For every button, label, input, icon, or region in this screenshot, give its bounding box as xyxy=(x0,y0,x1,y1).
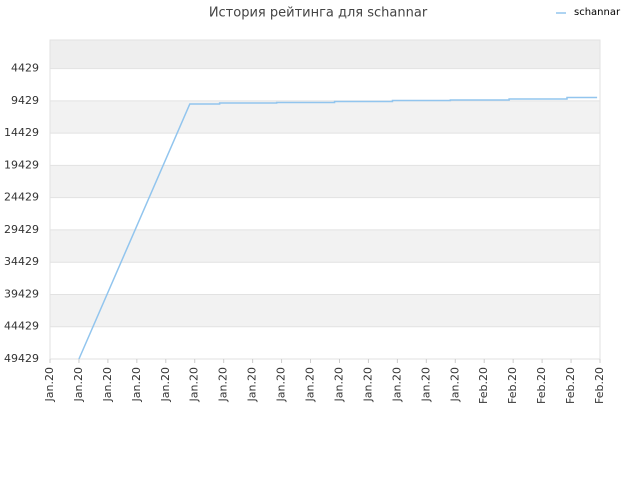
grid-band xyxy=(50,165,600,198)
y-tick-label: 29429 xyxy=(4,223,39,236)
y-tick-label: 34429 xyxy=(4,255,39,268)
x-tick-label: Jan.20 xyxy=(159,367,172,402)
x-tick-label: Jan.20 xyxy=(332,367,345,402)
x-tick-label: Jan.20 xyxy=(101,367,114,402)
series-line xyxy=(78,96,598,360)
grid-band xyxy=(50,326,600,359)
grid-band xyxy=(50,133,600,166)
grid-band xyxy=(50,197,600,230)
x-tick-label: Feb.20 xyxy=(593,367,606,404)
y-tick-label: 44429 xyxy=(4,320,39,333)
y-tick-label: 49429 xyxy=(4,352,39,365)
grid-band xyxy=(50,294,600,327)
y-tick-label: 4429 xyxy=(11,62,39,75)
grid-band xyxy=(50,68,600,101)
x-tick-label: Jan.20 xyxy=(275,367,288,402)
grid-band xyxy=(50,100,600,134)
x-tick-label: Jan.20 xyxy=(246,367,259,402)
y-tick-label: 39429 xyxy=(4,287,39,300)
x-tick-label: Feb.20 xyxy=(564,367,577,404)
x-tick-label: Jan.20 xyxy=(217,367,230,402)
x-tick-label: Jan.20 xyxy=(419,367,432,402)
grid-band xyxy=(50,40,600,69)
x-tick-label: Feb.20 xyxy=(477,367,490,404)
legend-label: schannar xyxy=(574,7,621,18)
x-tick-label: Jan.20 xyxy=(72,367,85,402)
grid-band xyxy=(50,229,600,263)
y-tick-label: 24429 xyxy=(4,191,39,204)
x-tick-label: Jan.20 xyxy=(130,367,143,402)
x-tick-label: Jan.20 xyxy=(43,367,56,402)
x-tick-label: Jan.20 xyxy=(361,367,374,402)
y-tick-label: 9429 xyxy=(11,94,39,107)
chart-title: История рейтинга для schannar xyxy=(209,6,428,21)
x-tick-label: Jan.20 xyxy=(304,367,317,402)
x-tick-label: Feb.20 xyxy=(535,367,548,404)
y-tick-label: 14429 xyxy=(4,126,39,139)
x-tick-label: Feb.20 xyxy=(506,367,519,404)
y-tick-label: 19429 xyxy=(4,158,39,171)
x-tick-label: Jan.20 xyxy=(390,367,403,402)
grid-band xyxy=(50,262,600,295)
x-tick-label: Jan.20 xyxy=(448,367,461,402)
x-tick-label: Jan.20 xyxy=(188,367,201,402)
